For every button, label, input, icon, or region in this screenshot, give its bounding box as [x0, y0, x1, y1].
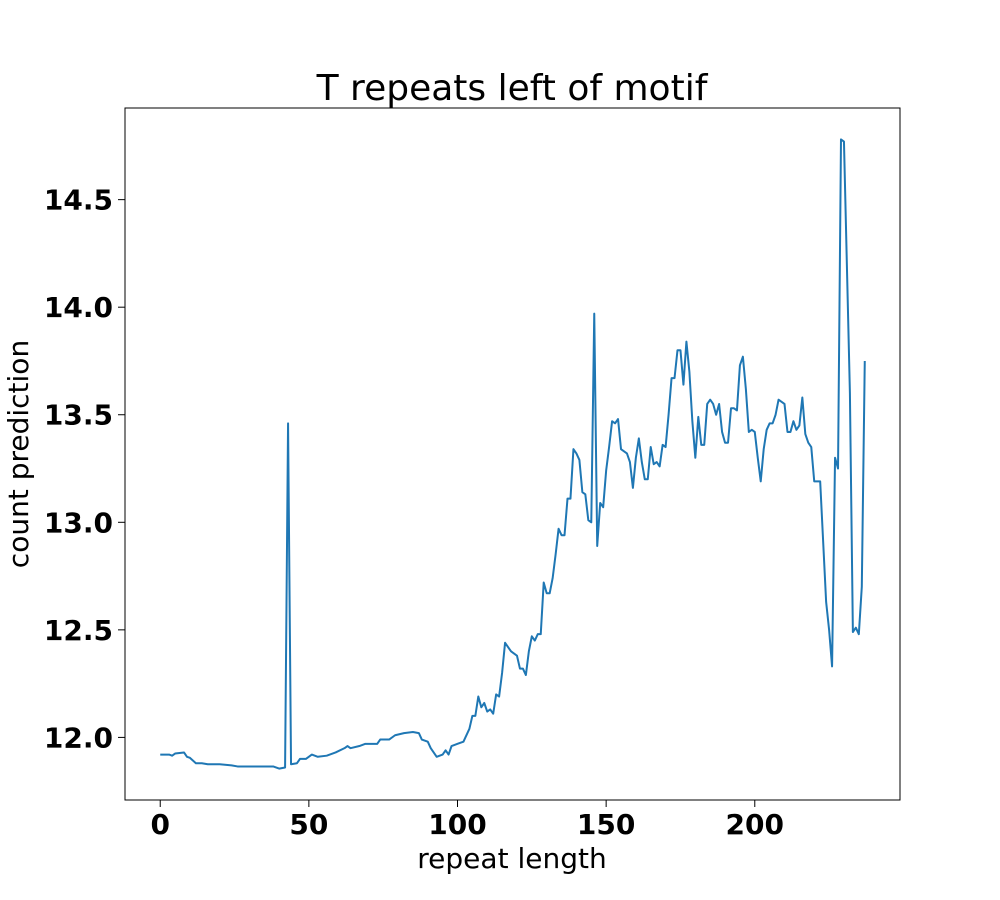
x-tick-label: 150: [577, 808, 635, 841]
y-tick-label: 14.0: [44, 291, 113, 324]
y-tick-label: 13.5: [44, 399, 113, 432]
x-tick-label: 50: [289, 808, 328, 841]
data-line: [160, 138, 866, 770]
x-axis-label: repeat length: [417, 842, 606, 875]
y-axis-label: count prediction: [2, 340, 35, 568]
y-tick-label: 14.5: [44, 184, 113, 217]
y-tick-label: 13.0: [44, 506, 113, 539]
y-tick-label: 12.5: [44, 614, 113, 647]
x-tick-label: 0: [150, 808, 169, 841]
y-tick-label: 12.0: [44, 721, 113, 754]
chart-title: T repeats left of motif: [316, 68, 709, 109]
x-tick-label: 100: [428, 808, 486, 841]
x-tick-label: 200: [726, 808, 784, 841]
plot-frame: [124, 107, 901, 801]
